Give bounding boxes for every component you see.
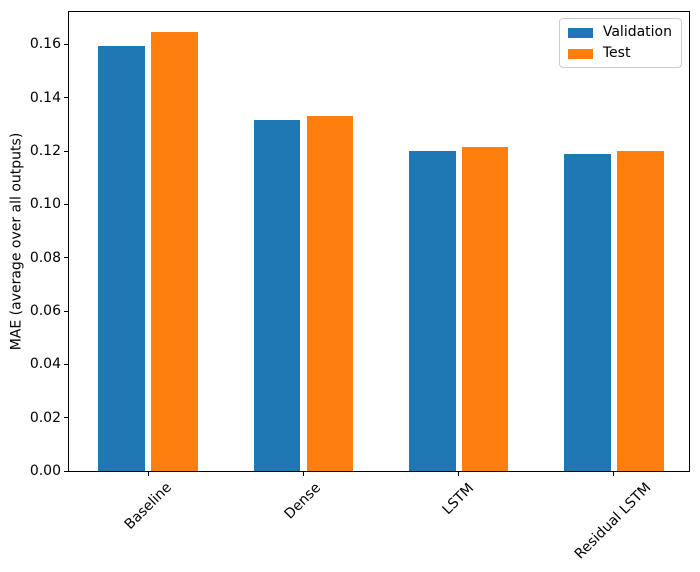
- legend: Validation Test: [558, 18, 682, 68]
- bar-test-baseline: [151, 32, 198, 471]
- x-tick-label-dense: Dense: [281, 479, 325, 523]
- x-tick-label-baseline: Baseline: [121, 479, 175, 534]
- y-tick-label: 0.10: [29, 196, 61, 213]
- y-tick-label: 0.14: [29, 89, 61, 106]
- y-tick-label: 0.04: [29, 356, 61, 373]
- x-tick-label-residual-lstm: Residual LSTM: [572, 480, 655, 563]
- y-tick-mark: [64, 97, 68, 99]
- legend-swatch-test-icon: [567, 48, 593, 59]
- x-tick-mark: [302, 472, 304, 476]
- y-tick-label: 0.08: [29, 249, 61, 266]
- legend-label-test: Test: [602, 45, 631, 61]
- y-tick-mark: [64, 203, 68, 205]
- y-tick-mark: [64, 310, 68, 312]
- y-tick-mark: [64, 417, 68, 419]
- y-tick-label: 0.06: [29, 303, 61, 319]
- legend-item-validation: Validation: [567, 24, 672, 41]
- legend-swatch-validation-icon: [567, 27, 593, 38]
- bar-validation-residual-lstm: [564, 153, 611, 471]
- y-tick-label: 0.16: [29, 36, 61, 53]
- bar-validation-baseline: [98, 45, 145, 471]
- x-tick-mark: [147, 472, 149, 476]
- legend-item-test: Test: [567, 45, 672, 62]
- y-tick-label: 0.12: [29, 143, 61, 159]
- bar-test-residual-lstm: [617, 151, 664, 471]
- x-tick-label-lstm: LSTM: [439, 479, 478, 518]
- y-tick-mark: [64, 257, 68, 259]
- x-tick-mark: [613, 472, 615, 476]
- x-tick-mark: [458, 472, 460, 476]
- y-tick-mark: [64, 363, 68, 365]
- y-tick-label: 0.02: [29, 409, 61, 426]
- y-tick-mark: [64, 43, 68, 45]
- y-tick-mark: [64, 150, 68, 152]
- bar-validation-dense: [253, 120, 301, 471]
- bar-validation-lstm: [409, 151, 456, 471]
- y-tick-label: 0.00: [29, 463, 61, 479]
- legend-label-validation: Validation: [602, 24, 672, 40]
- y-tick-mark: [64, 470, 68, 472]
- bar-test-lstm: [461, 147, 509, 471]
- bar-test-dense: [306, 116, 354, 471]
